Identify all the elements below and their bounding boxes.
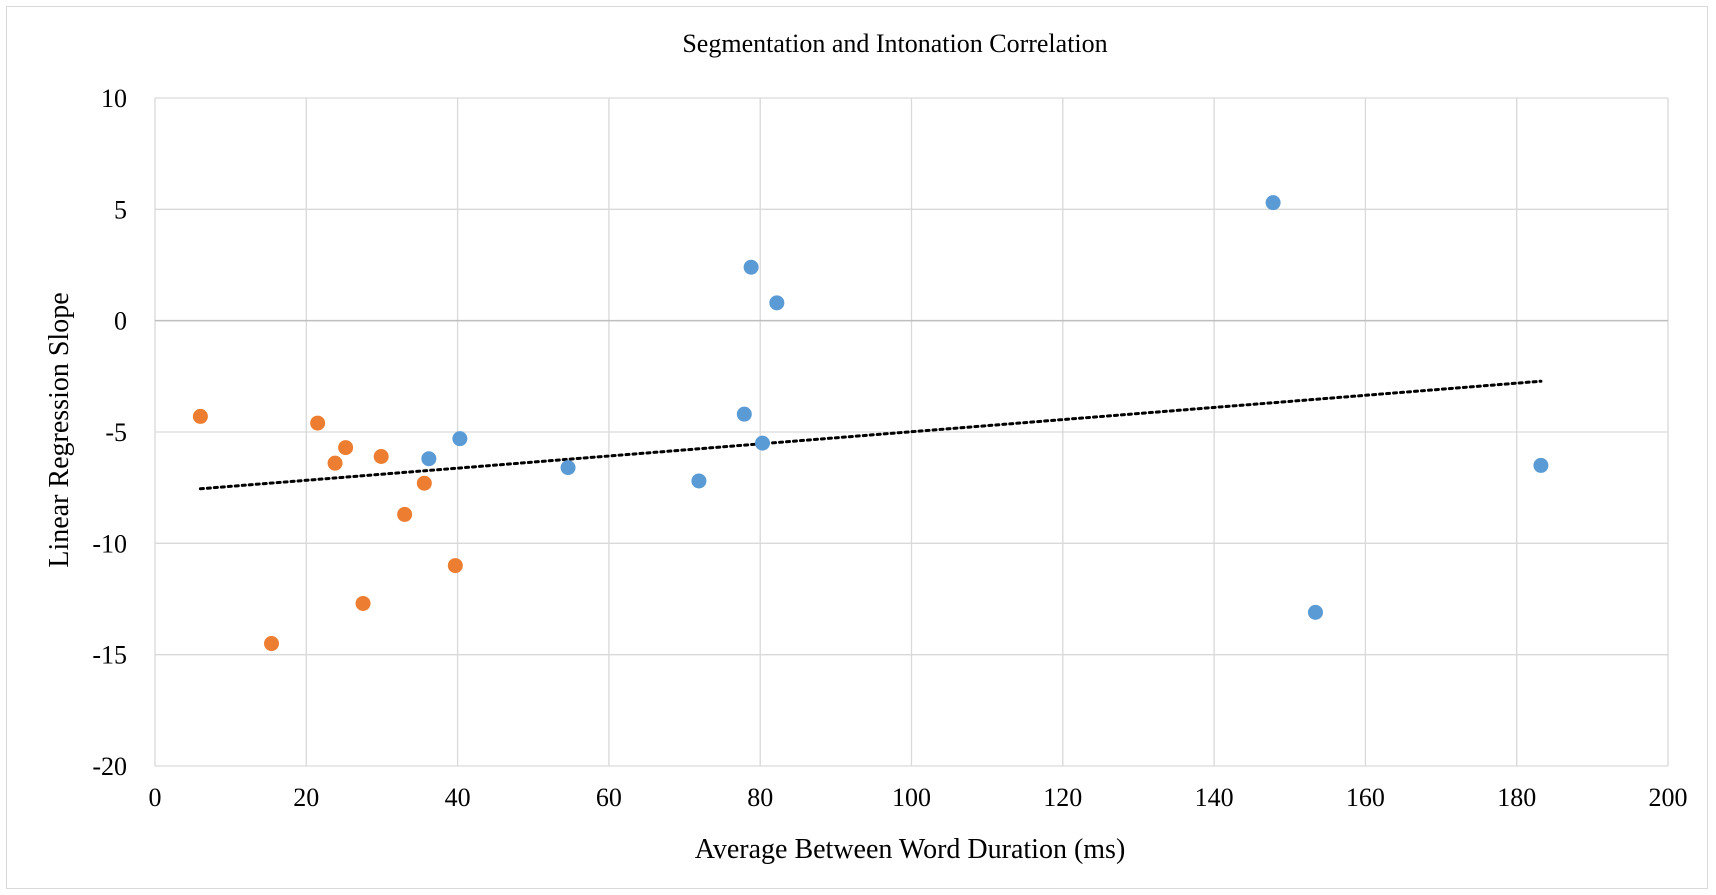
orange-data-point <box>397 506 413 522</box>
orange-data-point <box>264 636 280 652</box>
orange-data-point <box>327 455 343 471</box>
blue-data-point <box>1265 195 1281 211</box>
blue-data-point <box>754 435 770 451</box>
y-tick-label: -20 <box>92 752 127 781</box>
blue-data-point <box>421 451 437 467</box>
x-tick-label: 40 <box>445 783 471 812</box>
blue-data-point <box>452 431 468 447</box>
orange-data-point <box>310 415 326 431</box>
tick-labels: 0 20 40 60 80 100 120 140 160 180 200 10 5 0 -5 -10 -15 -… <box>92 84 1687 812</box>
trendline-layer <box>198 379 1543 491</box>
chart-title: Segmentation and Intonation Correlation <box>682 29 1107 58</box>
orange-data-point <box>355 595 371 611</box>
orange-data-point <box>447 558 463 574</box>
orange-data-point <box>338 440 354 456</box>
x-axis-label: Average Between Word Duration (ms) <box>695 834 1126 865</box>
y-tick-label: 10 <box>101 84 127 113</box>
x-tick-label: 120 <box>1043 783 1082 812</box>
x-tick-label: 0 <box>149 783 162 812</box>
orange-data-point <box>192 408 208 424</box>
x-tick-label: 100 <box>892 783 931 812</box>
x-tick-label: 200 <box>1649 783 1688 812</box>
y-tick-label: 0 <box>114 307 127 336</box>
x-tick-label: 180 <box>1497 783 1536 812</box>
x-tick-label: 160 <box>1346 783 1385 812</box>
chart-border <box>6 6 1708 889</box>
blue-data-point <box>736 406 752 422</box>
blue-data-point <box>743 259 759 275</box>
y-tick-label: 5 <box>114 195 127 224</box>
blue-data-point <box>560 460 576 476</box>
x-tick-label: 80 <box>747 783 773 812</box>
y-tick-label: -10 <box>92 529 127 558</box>
blue-data-point <box>1307 604 1323 620</box>
blue-data-point <box>1533 457 1549 473</box>
data-points <box>192 195 1549 652</box>
trendline <box>198 379 1543 491</box>
orange-data-point <box>416 475 432 491</box>
x-tick-label: 140 <box>1195 783 1234 812</box>
y-tick-label: -5 <box>105 418 127 447</box>
y-tick-label: -15 <box>92 641 127 670</box>
x-tick-label: 20 <box>293 783 319 812</box>
blue-data-point <box>769 295 785 311</box>
gridlines <box>154 97 1669 767</box>
orange-data-point <box>373 448 389 464</box>
x-tick-label: 60 <box>596 783 622 812</box>
y-axis-label: Linear Regression Slope <box>44 292 75 567</box>
blue-data-point <box>691 473 707 489</box>
